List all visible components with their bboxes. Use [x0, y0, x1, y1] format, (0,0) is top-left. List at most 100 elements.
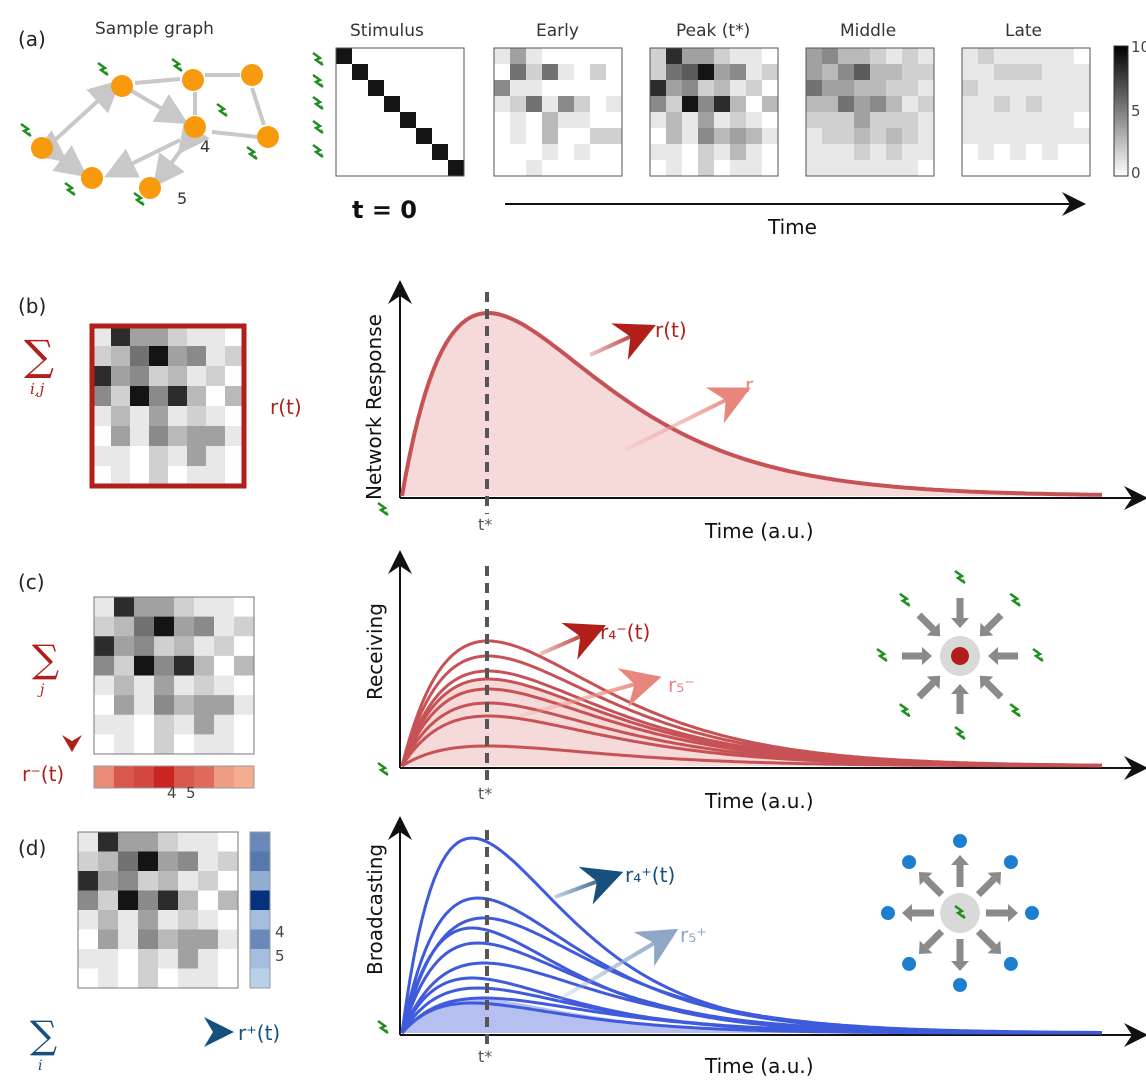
matrix-cell	[149, 386, 169, 407]
matrix-cell	[1074, 96, 1091, 113]
matrix-cell	[352, 128, 369, 145]
matrix-cell	[130, 426, 150, 447]
matrix-cell	[118, 832, 139, 852]
matrix-cell	[1074, 144, 1091, 161]
matrix-cell	[682, 128, 699, 145]
matrix-cell	[111, 326, 131, 347]
matrix-cell	[822, 48, 839, 65]
matrix-cell	[838, 48, 855, 65]
node-arrow-head	[922, 647, 932, 665]
matrix-cell	[494, 160, 511, 177]
matrix-cell	[854, 112, 871, 129]
matrix-cell	[138, 890, 159, 911]
matrix-cell	[494, 80, 511, 97]
matrix-cell	[384, 80, 401, 97]
xlabel-b: Time (a.u.)	[704, 519, 814, 543]
matrix-cell	[1058, 160, 1075, 177]
matrix-cell	[1026, 112, 1043, 129]
matrix-cell	[225, 406, 245, 427]
node-arrow-head	[979, 622, 994, 637]
matrix-cell	[194, 597, 215, 617]
matrix-cell	[416, 160, 433, 177]
matrix-cell	[854, 48, 871, 65]
matrix-cell	[1026, 144, 1043, 161]
matrix-cell	[606, 80, 623, 97]
vector-label-c: r⁻(t)	[22, 762, 64, 786]
matrix-cell	[118, 968, 139, 989]
node-arrow-head	[979, 675, 994, 690]
tstar-label-d: t*	[478, 1047, 492, 1066]
matrix-cell	[606, 112, 623, 129]
matrix-cell	[526, 112, 543, 129]
matrix-cell	[432, 96, 449, 113]
matrix-cell	[806, 160, 823, 177]
matrix-cell	[1042, 128, 1059, 145]
matrix-cell	[194, 675, 215, 696]
matrix-cell	[114, 675, 135, 696]
matrix-cell	[158, 890, 179, 911]
matrix-cell	[682, 96, 699, 113]
matrix-cell	[416, 144, 433, 161]
matrix-cell	[918, 112, 935, 129]
curve-arrow-d	[554, 866, 624, 905]
matrix-cell	[78, 851, 99, 872]
matrix-cell	[92, 426, 112, 447]
broadcasting-vector	[249, 831, 271, 989]
matrix-cell	[526, 96, 543, 113]
matrix-cell	[590, 128, 607, 145]
matrix-cell	[886, 48, 903, 65]
matrix-cell	[94, 636, 115, 657]
matrix-cell	[149, 346, 169, 367]
matrix-cell	[1026, 96, 1043, 113]
matrix-cell	[510, 144, 527, 161]
matrix-cell	[384, 64, 401, 81]
colorbar-tick-max: 10	[1131, 38, 1146, 56]
matrix-cell	[838, 96, 855, 113]
matrix-cell	[606, 96, 623, 113]
matrix-cell	[174, 616, 195, 637]
matrix-cell	[762, 96, 779, 113]
matrix-cell	[352, 80, 369, 97]
matrix-cell	[178, 968, 199, 989]
ylabel-b: Network Response	[362, 314, 386, 500]
peak-matrix	[650, 48, 779, 177]
matrix-cell	[92, 326, 112, 347]
matrix-cell	[902, 64, 919, 81]
matrix-cell	[214, 655, 235, 676]
matrix-cell	[558, 160, 575, 177]
matrix-cell	[130, 326, 150, 347]
matrix-cell	[822, 128, 839, 145]
matrix-cell	[78, 929, 99, 950]
matrix-cell	[730, 80, 747, 97]
matrix-cell	[194, 695, 215, 716]
matrix-cell	[214, 714, 235, 735]
matrix-cell	[510, 96, 527, 113]
receiving-matrix	[94, 597, 255, 755]
matrix-cell	[187, 406, 207, 427]
matrix-cell	[494, 64, 511, 81]
matrix-cell	[134, 655, 155, 676]
node-4-label: 4	[200, 137, 210, 156]
matrix-cell	[902, 48, 919, 65]
matrix-cell	[178, 890, 199, 911]
matrix-cell	[590, 160, 607, 177]
matrix-cell	[368, 48, 385, 65]
matrix-cell	[416, 112, 433, 129]
receiving-area	[402, 679, 1102, 766]
matrix-cell	[218, 929, 239, 950]
matrix-cell	[111, 466, 131, 487]
matrix-cell	[384, 128, 401, 145]
matrix-cell	[194, 734, 215, 755]
matrix-cell	[714, 128, 731, 145]
matrix-cell	[854, 144, 871, 161]
matrix-cell	[94, 597, 115, 617]
matrix-cell	[234, 695, 255, 716]
node-arrow-head	[918, 940, 933, 955]
matrix-cell	[214, 734, 235, 755]
matrix-cell	[806, 128, 823, 145]
matrix-cell	[1058, 64, 1075, 81]
vector-cell	[194, 766, 215, 788]
matrix-cell	[978, 128, 995, 145]
curve-arrow-b	[589, 323, 656, 360]
plot-c: t* Time (a.u.) Receiving r₄⁻(t) r₅⁻	[363, 550, 1146, 813]
